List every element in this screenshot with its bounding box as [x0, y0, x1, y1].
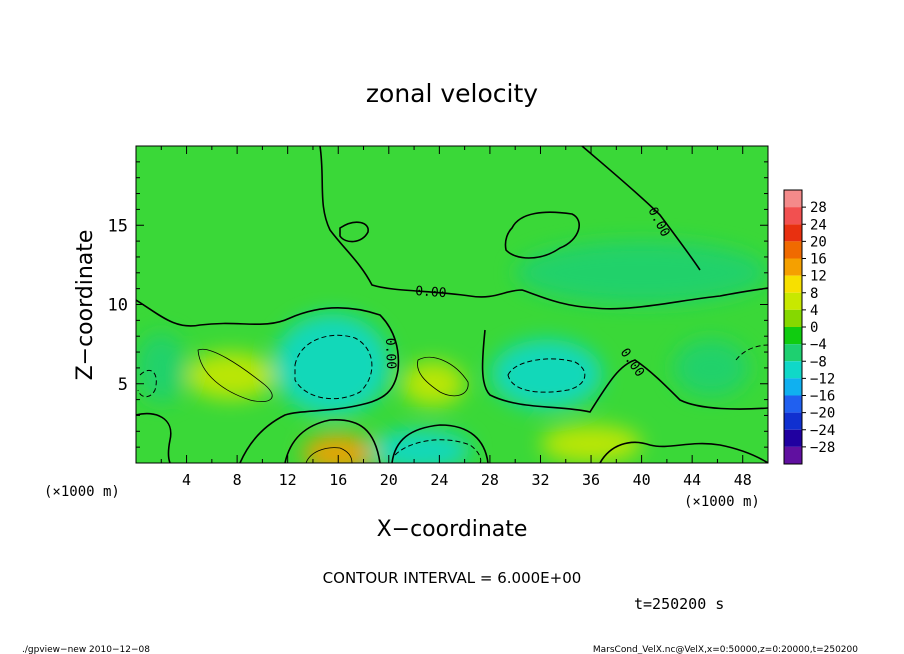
colorbar-label: 28 [810, 200, 827, 216]
velocity-blob-0 [273, 314, 391, 416]
contour-line-zero-curve [581, 146, 701, 271]
colorbar-swatch [784, 309, 802, 327]
contour-dashed-5 [137, 370, 157, 398]
x-tick-label: 48 [734, 471, 752, 489]
contour-dashed-4 [735, 344, 768, 361]
colorbar-label: −28 [810, 440, 835, 456]
velocity-field [136, 241, 768, 463]
colorbar-label: 20 [810, 234, 827, 250]
x-tick-label: 44 [683, 471, 701, 489]
contour-lines-negative [137, 334, 768, 463]
x-unit-right: (×1000 m) [684, 494, 760, 510]
x-tick-label: 4 [182, 471, 191, 489]
x-tick-label: 24 [430, 471, 448, 489]
x-tick-label: 40 [633, 471, 651, 489]
colorbar-label: −8 [810, 354, 827, 370]
colorbar-label: 24 [810, 217, 827, 233]
colorbar-label: −4 [810, 337, 827, 353]
colorbar-swatch [784, 275, 802, 293]
velocity-blob-1 [491, 339, 603, 410]
contour-label-3: 0.00 [382, 338, 398, 370]
velocity-blob-5 [186, 352, 276, 400]
colorbar-label: −24 [810, 423, 835, 439]
contour-lines [136, 146, 768, 463]
y-tick-label: 5 [118, 375, 128, 395]
contour-thin-1 [197, 348, 273, 402]
velocity-blob-6 [401, 361, 465, 406]
contour-line-zero-mid [136, 299, 400, 463]
colorbar-swatch [784, 395, 802, 413]
colorbar-swatch [784, 292, 802, 310]
colorbar-swatch [784, 258, 802, 276]
velocity-blob-3 [673, 339, 750, 397]
contour-dashed-3 [394, 439, 482, 463]
contour-thin-3 [305, 447, 353, 463]
colorbar-swatch [784, 361, 802, 379]
x-tick-label: 32 [531, 471, 549, 489]
velocity-blob-4 [302, 434, 374, 463]
contour-dashed-1 [294, 334, 373, 400]
contour-line-zero-low [136, 412, 172, 463]
colorbar-swatch [784, 190, 802, 208]
velocity-blob-7 [515, 241, 768, 305]
contour-line-zero-upper [319, 146, 768, 310]
colorbar-label: 16 [810, 252, 827, 268]
colorbar-swatch [784, 241, 802, 259]
colorbar-swatch [784, 224, 802, 242]
colorbar-label: −16 [810, 389, 835, 405]
footer-left: ./gpview−new 2010−12−08 [22, 645, 150, 654]
y-tick-label: 15 [108, 216, 128, 236]
y-tick-label: 10 [108, 296, 128, 316]
contour-interval-text: CONTOUR INTERVAL = 6.000E+00 [323, 569, 582, 587]
contour-line-zero-island2 [339, 221, 369, 243]
axis-ticks [136, 146, 768, 463]
y-axis-label: Z−coordinate [73, 230, 98, 381]
contour-line-zero-low3 [391, 424, 489, 463]
colorbar-label: 12 [810, 269, 827, 285]
colorbar-swatch [784, 412, 802, 430]
velocity-blob-8 [136, 333, 187, 403]
velocity-blob-2 [369, 429, 471, 463]
x-tick-label: 36 [582, 471, 600, 489]
contour-line-zero-island [504, 211, 580, 259]
colorbar-swatch [784, 327, 802, 345]
colorbar-swatch [784, 207, 802, 225]
colorbar-label: −20 [810, 406, 835, 422]
x-tick-label: 16 [329, 471, 347, 489]
colorbar-label: −12 [810, 371, 835, 387]
footer-right: MarsCond_VelX.nc@VelX,x=0:50000,z=0:2000… [593, 645, 858, 654]
time-text: t=250200 s [634, 595, 724, 613]
contour-dashed-2 [507, 358, 586, 393]
contour-thin-2 [417, 356, 469, 397]
x-tick-label: 20 [380, 471, 398, 489]
velocity-blob-9 [540, 424, 642, 463]
x-axis-label: X−coordinate [377, 517, 528, 542]
colorbar-label: 0 [810, 320, 818, 336]
plot-background [136, 146, 768, 463]
colorbar-swatch [784, 344, 802, 362]
x-tick-label: 28 [481, 471, 499, 489]
contour-lines-positive [197, 348, 469, 463]
colorbar-swatch [784, 378, 802, 396]
x-unit-left: (×1000 m) [44, 484, 120, 500]
chart-title: zonal velocity [366, 79, 538, 108]
colorbar-label: 4 [810, 303, 818, 319]
contour-line-zero-low4 [599, 441, 768, 463]
colorbar-swatch [784, 429, 802, 447]
contour-line-zero-low2 [284, 419, 381, 463]
colorbar-label: 8 [810, 286, 818, 302]
x-tick-label: 8 [233, 471, 242, 489]
colorbar-swatch [784, 446, 802, 464]
contour-label-1: 0.00 [415, 284, 447, 301]
x-tick-label: 12 [279, 471, 297, 489]
contour-line-zero-mid2 [481, 329, 768, 413]
